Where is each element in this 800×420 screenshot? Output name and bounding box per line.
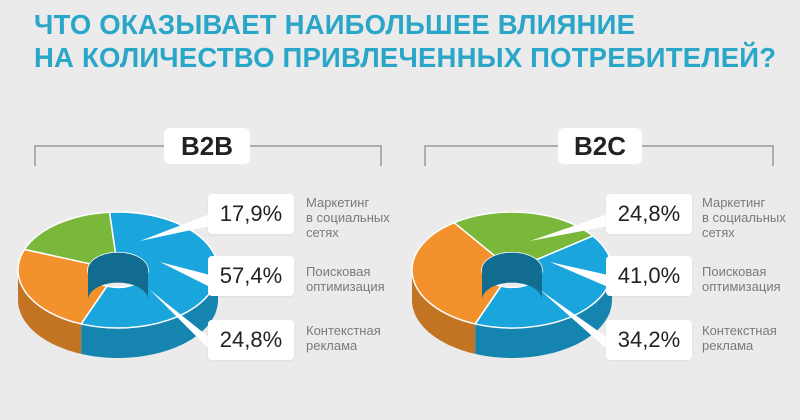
label-line: сетях bbox=[306, 225, 339, 240]
b2b-value-context: 24,8% bbox=[208, 320, 294, 360]
b2c-panel: B2C 24,8% 41,0% 34,2% Маркетинг в социал… bbox=[400, 0, 800, 420]
pointer-wedge bbox=[540, 290, 608, 350]
label-line: Поисковая bbox=[702, 264, 767, 279]
pointer-wedge bbox=[550, 262, 608, 287]
b2c-value-social: 24,8% bbox=[606, 194, 692, 234]
b2b-bracket: B2B bbox=[34, 128, 382, 166]
label-line: Маркетинг bbox=[702, 195, 766, 210]
b2c-value-context: 34,2% bbox=[606, 320, 692, 360]
donut-sides bbox=[18, 270, 218, 358]
donut-side-wall bbox=[18, 270, 82, 354]
label-line: в социальных bbox=[306, 210, 390, 225]
donut-hole bbox=[88, 252, 148, 300]
donut-hole-wall bbox=[482, 252, 542, 300]
label-line: оптимизация bbox=[702, 279, 781, 294]
b2c-bracket: B2C bbox=[424, 128, 774, 166]
donut-sides bbox=[412, 270, 612, 358]
b2b-badge: B2B bbox=[164, 128, 250, 164]
label-line: реклама bbox=[702, 338, 754, 353]
pointer-wedge bbox=[150, 290, 210, 350]
b2b-value-social: 17,9% bbox=[208, 194, 294, 234]
donut-side-wall bbox=[475, 270, 612, 358]
pointer-wedge bbox=[160, 262, 210, 287]
title-line-1: ЧТО ОКАЗЫВАЕТ НАИБОЛЬШЕЕ ВЛИЯНИЕ bbox=[34, 9, 636, 40]
b2b-label-search: Поисковая оптимизация bbox=[306, 264, 416, 294]
label-line: Маркетинг bbox=[306, 195, 370, 210]
donut-hole bbox=[482, 252, 542, 300]
label-line: сетях bbox=[702, 225, 735, 240]
donut-top bbox=[411, 211, 613, 329]
label-line: в социальных bbox=[702, 210, 786, 225]
donut-side-wall bbox=[412, 270, 476, 354]
donut-hole-wall bbox=[88, 252, 148, 300]
pointer-wedge bbox=[530, 214, 608, 241]
donut-pointers bbox=[530, 214, 608, 350]
label-line: Контекстная bbox=[702, 323, 777, 338]
pointer-wedge bbox=[140, 214, 210, 241]
b2b-label-context: Контекстная реклама bbox=[306, 323, 416, 353]
b2b-label-social: Маркетинг в социальных сетях bbox=[306, 195, 416, 240]
label-line: Поисковая bbox=[306, 264, 371, 279]
b2c-label-search: Поисковая оптимизация bbox=[702, 264, 800, 294]
donut-top bbox=[17, 211, 219, 329]
b2c-donut bbox=[411, 211, 613, 358]
b2c-label-social: Маркетинг в социальных сетях bbox=[702, 195, 800, 240]
b2b-panel: B2B 17,9% 57,4% 24,8% Маркетинг в социал… bbox=[17, 128, 390, 360]
b2c-badge: B2C bbox=[558, 128, 642, 164]
title-line-2: НА КОЛИЧЕСТВО ПРИВЛЕЧЕННЫХ ПОТРЕБИТЕЛЕЙ? bbox=[34, 42, 777, 73]
chart-title: ЧТО ОКАЗЫВАЕТ НАИБОЛЬШЕЕ ВЛИЯНИЕ НА КОЛИ… bbox=[34, 8, 794, 74]
b2c-label-context: Контекстная реклама bbox=[702, 323, 800, 353]
b2c-value-search: 41,0% bbox=[606, 256, 692, 296]
label-line: Контекстная bbox=[306, 323, 381, 338]
donut-side-wall bbox=[81, 270, 218, 358]
label-line: реклама bbox=[306, 338, 358, 353]
b2b-value-search: 57,4% bbox=[208, 256, 294, 296]
donut-pointers bbox=[140, 214, 210, 350]
b2b-donut bbox=[17, 211, 219, 358]
label-line: оптимизация bbox=[306, 279, 385, 294]
